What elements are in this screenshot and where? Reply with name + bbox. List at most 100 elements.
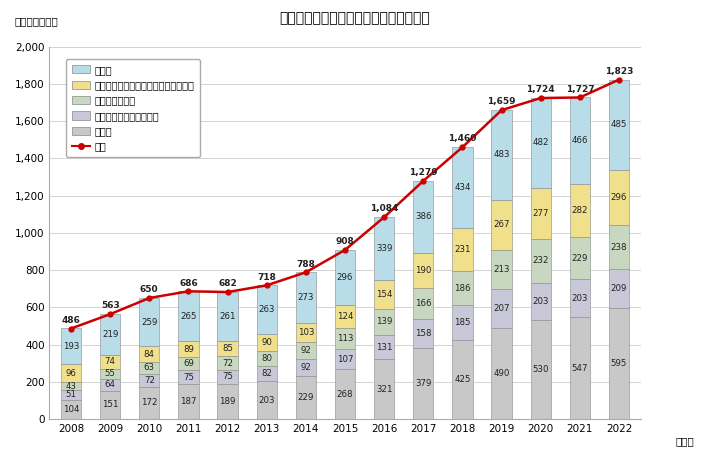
Bar bbox=[257, 366, 277, 381]
Text: 166: 166 bbox=[415, 299, 432, 308]
Text: 718: 718 bbox=[257, 272, 277, 282]
Text: 203: 203 bbox=[571, 294, 588, 303]
Text: 193: 193 bbox=[63, 342, 79, 351]
Text: 1,279: 1,279 bbox=[409, 168, 437, 177]
Text: 75: 75 bbox=[222, 372, 233, 381]
Bar bbox=[100, 314, 121, 355]
Bar bbox=[569, 184, 590, 237]
Text: 85: 85 bbox=[222, 344, 233, 353]
Bar bbox=[491, 328, 512, 419]
Bar bbox=[374, 335, 394, 359]
Text: 466: 466 bbox=[571, 136, 588, 145]
Text: 231: 231 bbox=[454, 245, 471, 254]
Text: 483: 483 bbox=[493, 150, 510, 160]
Bar bbox=[61, 390, 82, 400]
Text: 図２－１　産業別外国人労働者数の推移: 図２－１ 産業別外国人労働者数の推移 bbox=[279, 12, 430, 25]
Text: 1,727: 1,727 bbox=[566, 85, 594, 94]
Bar bbox=[609, 308, 629, 419]
Text: 434: 434 bbox=[454, 183, 471, 192]
Text: 1,084: 1,084 bbox=[370, 205, 398, 213]
Text: 131: 131 bbox=[376, 343, 392, 352]
Text: 203: 203 bbox=[259, 396, 275, 405]
Bar bbox=[296, 359, 316, 376]
Text: 64: 64 bbox=[105, 380, 116, 390]
Text: 154: 154 bbox=[376, 290, 392, 299]
Text: 107: 107 bbox=[337, 355, 353, 364]
Bar bbox=[374, 359, 394, 419]
Text: 158: 158 bbox=[415, 329, 432, 338]
Text: 74: 74 bbox=[105, 357, 116, 366]
Text: 229: 229 bbox=[298, 393, 314, 402]
Bar bbox=[452, 340, 473, 419]
Bar bbox=[257, 285, 277, 334]
Bar bbox=[413, 349, 433, 419]
Bar bbox=[609, 225, 629, 269]
Text: 1,724: 1,724 bbox=[526, 85, 555, 95]
Bar bbox=[139, 373, 160, 387]
Text: 682: 682 bbox=[218, 279, 237, 288]
Text: 203: 203 bbox=[532, 297, 549, 306]
Text: 273: 273 bbox=[298, 293, 314, 302]
Bar bbox=[218, 370, 238, 384]
Bar bbox=[178, 357, 199, 370]
Bar bbox=[100, 369, 121, 379]
Bar bbox=[413, 253, 433, 288]
Text: 788: 788 bbox=[296, 260, 316, 269]
Bar bbox=[609, 80, 629, 170]
Bar bbox=[452, 147, 473, 228]
Text: 82: 82 bbox=[261, 369, 272, 378]
Text: 547: 547 bbox=[571, 364, 588, 372]
Text: （年）: （年） bbox=[675, 436, 694, 446]
Bar bbox=[335, 369, 355, 419]
Text: 321: 321 bbox=[376, 384, 392, 394]
Text: 190: 190 bbox=[415, 266, 432, 275]
Bar bbox=[491, 200, 512, 249]
Text: 1,460: 1,460 bbox=[448, 135, 476, 143]
Text: 187: 187 bbox=[180, 397, 196, 406]
Text: 219: 219 bbox=[102, 330, 118, 339]
Text: 386: 386 bbox=[415, 213, 432, 221]
Text: 238: 238 bbox=[610, 242, 627, 252]
Bar bbox=[257, 351, 277, 366]
Text: 185: 185 bbox=[454, 318, 471, 327]
Text: 209: 209 bbox=[611, 284, 627, 293]
Bar bbox=[139, 387, 160, 419]
Bar bbox=[452, 228, 473, 271]
Bar bbox=[491, 249, 512, 289]
Text: 282: 282 bbox=[571, 206, 588, 215]
Text: 139: 139 bbox=[376, 318, 392, 326]
Text: 232: 232 bbox=[532, 256, 549, 266]
Bar bbox=[530, 320, 551, 419]
Text: 267: 267 bbox=[493, 220, 510, 229]
Bar bbox=[218, 356, 238, 370]
Text: 75: 75 bbox=[183, 372, 194, 382]
Bar bbox=[296, 342, 316, 359]
Text: 563: 563 bbox=[101, 301, 120, 310]
Bar bbox=[100, 391, 121, 419]
Text: 113: 113 bbox=[337, 334, 353, 343]
Bar bbox=[218, 292, 238, 341]
Text: 482: 482 bbox=[532, 138, 549, 148]
Bar bbox=[413, 288, 433, 319]
Bar bbox=[139, 298, 160, 346]
Bar bbox=[61, 400, 82, 419]
Text: 151: 151 bbox=[102, 401, 118, 409]
Bar bbox=[491, 289, 512, 328]
Bar bbox=[335, 305, 355, 328]
Text: 92: 92 bbox=[301, 346, 311, 355]
Bar bbox=[100, 355, 121, 369]
Bar bbox=[178, 291, 199, 341]
Bar bbox=[413, 181, 433, 253]
Text: 103: 103 bbox=[298, 328, 314, 337]
Bar bbox=[569, 237, 590, 279]
Bar bbox=[530, 188, 551, 239]
Text: 490: 490 bbox=[493, 369, 510, 378]
Bar bbox=[452, 271, 473, 306]
Bar bbox=[178, 370, 199, 384]
Bar bbox=[609, 269, 629, 308]
Bar bbox=[100, 379, 121, 391]
Bar bbox=[491, 110, 512, 200]
Bar bbox=[413, 319, 433, 349]
Text: 908: 908 bbox=[335, 237, 354, 246]
Text: 486: 486 bbox=[62, 316, 80, 325]
